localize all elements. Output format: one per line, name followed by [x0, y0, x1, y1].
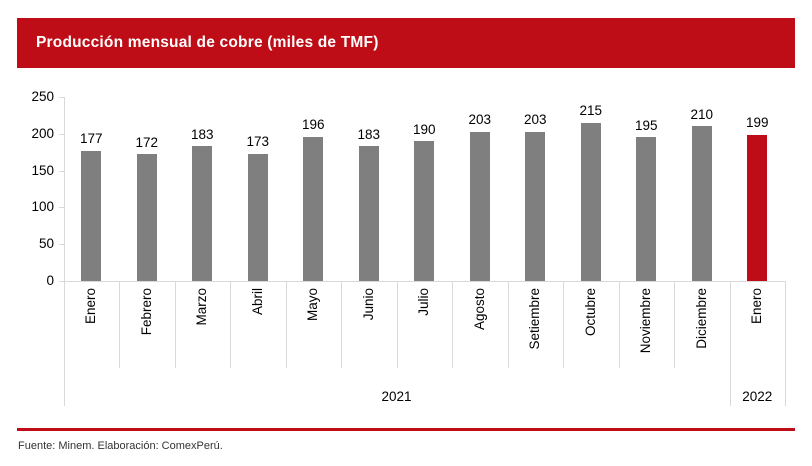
bar-value-label: 183: [190, 126, 214, 142]
y-axis-tick-label: 0: [46, 273, 54, 288]
category-separator: [452, 281, 453, 368]
bar-value-label: 196: [301, 117, 325, 133]
category-separator: [285, 281, 287, 368]
x-axis-category-label: Enero: [749, 288, 765, 325]
bar-value-label: 195: [634, 117, 658, 133]
x-axis-category-label: Julio: [416, 288, 432, 316]
y-axis-tick-label: 150: [31, 162, 54, 178]
year-group-separator: [729, 281, 731, 406]
category-separator: [674, 281, 675, 368]
bar: [136, 154, 157, 281]
category-separator: [396, 281, 398, 368]
x-axis-category-label: Enero: [83, 288, 99, 325]
y-axis-line: [63, 97, 65, 281]
bar: [414, 141, 435, 281]
bar-value-label: 203: [523, 112, 547, 128]
bar-value-label: 210: [690, 106, 714, 122]
bar-value-label: 177: [79, 131, 103, 147]
category-separator: [507, 281, 509, 368]
y-axis-tick-label: 100: [31, 199, 54, 215]
x-axis-line: [63, 281, 785, 282]
bar: [580, 122, 601, 281]
x-axis-category-label: Mayo: [305, 288, 321, 322]
x-axis-category-label: Setiembre: [527, 288, 543, 350]
y-axis-tick-label: 50: [38, 236, 54, 252]
x-axis-category-label: Abril: [249, 288, 265, 316]
category-separator: [618, 281, 620, 368]
y-axis-tick: [58, 170, 64, 172]
bar: [636, 137, 657, 281]
y-axis-tick: [58, 207, 64, 209]
bar-value-label: 183: [357, 126, 381, 142]
bar-highlighted: [747, 134, 768, 281]
y-axis-tick: [58, 281, 64, 282]
bar-value-label: 172: [135, 134, 159, 150]
y-axis-tick-label: 250: [31, 89, 54, 104]
x-axis-category-label: Agosto: [471, 288, 487, 331]
x-axis-category-label: Octubre: [582, 288, 598, 337]
x-axis-category-label: Marzo: [194, 288, 210, 326]
category-separator: [230, 281, 231, 368]
year-group-separator: [785, 281, 786, 406]
bar-value-label: 190: [412, 121, 436, 137]
category-separator: [563, 281, 564, 368]
footer-divider-line: [17, 428, 795, 431]
year-group-label: 2021: [381, 389, 412, 404]
bar-chart: 0 50 100 150 200 250 177 Enero 172 Febrero 183 Marz…: [0, 68, 812, 418]
y-axis-tick: [58, 244, 64, 246]
bar: [358, 146, 379, 281]
bar: [247, 153, 268, 281]
category-separator: [119, 281, 120, 368]
bar: [691, 126, 712, 281]
bar-value-label: 173: [246, 134, 270, 150]
category-separator: [341, 281, 342, 368]
year-group-label: 2022: [742, 389, 773, 404]
y-axis-tick-label: 200: [31, 125, 54, 141]
x-axis-category-label: Junio: [360, 288, 376, 321]
source-attribution: Fuente: Minem. Elaboración: ComexPerú.: [18, 440, 223, 452]
x-axis-category-label: Diciembre: [693, 288, 709, 349]
x-axis-category-label: Febrero: [138, 288, 154, 336]
bar: [525, 131, 546, 281]
y-axis-tick: [58, 133, 64, 135]
bar-value-label: 199: [745, 115, 769, 131]
bar: [469, 131, 490, 281]
bar: [192, 146, 213, 281]
x-axis-category-label: Noviembre: [638, 288, 654, 354]
year-group-separator: [63, 281, 65, 406]
category-separator: [174, 281, 176, 368]
chart-title: Producción mensual de cobre (miles de TM…: [36, 34, 379, 51]
y-axis-tick: [58, 97, 64, 98]
bar: [81, 150, 102, 281]
bar-value-label: 203: [468, 112, 492, 128]
bar-value-label: 215: [579, 103, 603, 119]
bar: [303, 136, 324, 281]
chart-title-banner: Producción mensual de cobre (miles de TM…: [17, 18, 795, 68]
